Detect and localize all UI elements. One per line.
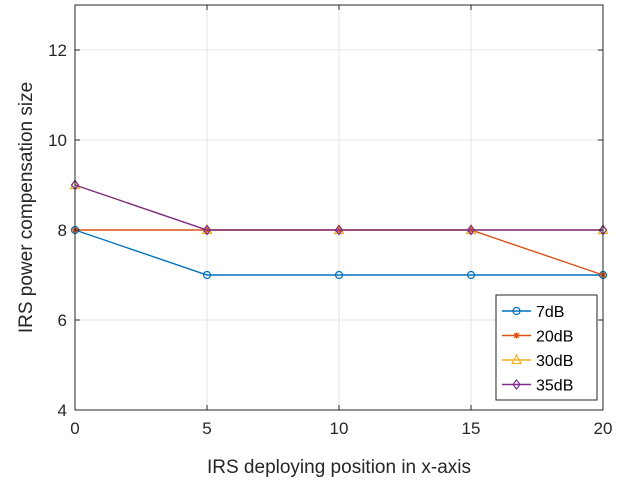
data-point-7db xyxy=(466,270,476,280)
y-tick-label: 8 xyxy=(58,221,67,240)
y-tick-label: 6 xyxy=(58,311,67,330)
legend-label-7db: 7dB xyxy=(536,304,564,321)
data-point-7db xyxy=(334,270,344,280)
legend-marker-7db xyxy=(512,306,521,316)
x-tick-label: 10 xyxy=(330,419,349,438)
data-point-35db xyxy=(202,224,212,236)
y-tick-label: 12 xyxy=(48,41,67,60)
y-tick-label: 10 xyxy=(48,131,67,150)
legend-label-30db: 30dB xyxy=(536,353,573,370)
x-tick-label: 15 xyxy=(462,419,481,438)
x-tick-label: 0 xyxy=(70,419,79,438)
series-line-35db xyxy=(74,184,603,231)
x-tick-label: 20 xyxy=(594,419,613,438)
x-axis-title: IRS deploying position in x-axis xyxy=(207,457,471,478)
data-point-35db xyxy=(334,224,344,236)
legend-label-20db: 20dB xyxy=(536,329,573,346)
y-tick-label: 4 xyxy=(58,401,67,420)
legend-marker-35db xyxy=(512,379,521,390)
series-layer xyxy=(69,178,609,280)
legend-marker-30db xyxy=(511,353,522,365)
legend-label-35db: 35dB xyxy=(536,378,573,395)
ticks: 0 5 10 15 20 4 6 8 10 12 xyxy=(48,5,612,438)
y-axis-title: IRS power compensation size xyxy=(16,82,37,333)
series-line-7db xyxy=(74,229,603,276)
legend-marker-20db xyxy=(513,332,520,339)
data-point-35db xyxy=(466,224,476,236)
data-point-7db xyxy=(202,270,212,280)
legend: 7dB 20dB 30dB 35dB xyxy=(495,294,598,401)
x-tick-label: 5 xyxy=(202,419,211,438)
